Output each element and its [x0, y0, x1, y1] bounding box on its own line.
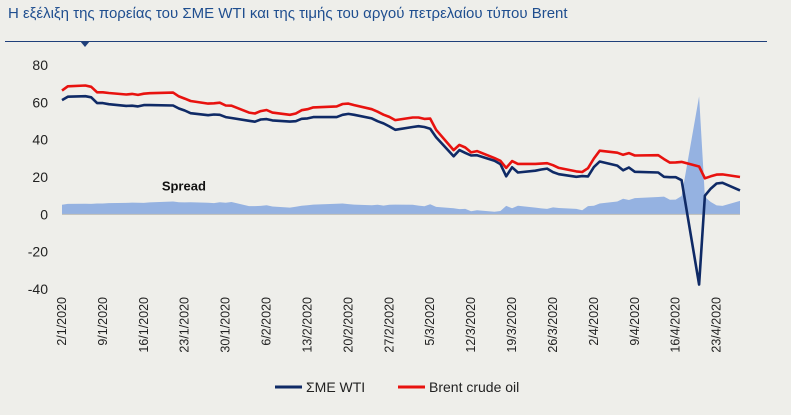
- x-tick-label: 12/3/2020: [464, 297, 478, 353]
- legend-label: Brent crude oil: [429, 379, 519, 395]
- legend-label: ΣΜΕ WTI: [306, 379, 365, 395]
- title-divider-notch: [80, 41, 90, 47]
- x-tick-label: 9/1/2020: [96, 297, 110, 346]
- x-tick-label: 2/1/2020: [55, 297, 69, 346]
- x-tick-label: 30/1/2020: [219, 297, 233, 353]
- x-tick-label: 19/3/2020: [505, 297, 519, 353]
- x-tick-label: 26/3/2020: [546, 297, 560, 353]
- spread-series: [62, 96, 740, 215]
- y-tick-label: 20: [32, 169, 48, 185]
- x-tick-label: 23/1/2020: [178, 297, 192, 353]
- x-tick-label: 20/2/2020: [341, 297, 355, 353]
- spread-annotation: Spread: [162, 178, 206, 193]
- brent-line: [61, 84, 741, 180]
- spread-area: [62, 96, 740, 215]
- wti-line: [61, 94, 741, 286]
- x-tick-label: 13/2/2020: [301, 297, 315, 353]
- x-axis-ticks: 2/1/2020 9/1/2020 16/1/2020 23/1/2020 30/1/2…: [55, 297, 724, 353]
- y-tick-label: 0: [40, 206, 48, 222]
- x-tick-label: 2/4/2020: [587, 297, 601, 346]
- chart-annotations: Spread: [162, 178, 206, 193]
- y-tick-label: -40: [28, 281, 48, 297]
- x-tick-label: 6/2/2020: [260, 297, 274, 346]
- chart-title: Η εξέλιξη της πορείας του ΣΜΕ WTI και τη…: [8, 5, 568, 22]
- title-divider: [5, 41, 767, 42]
- x-tick-label: 27/2/2020: [382, 297, 396, 353]
- series-lines: [61, 84, 741, 286]
- y-tick-label: 60: [32, 94, 48, 110]
- x-tick-label: 23/4/2020: [710, 297, 724, 353]
- chart-legend: ΣΜΕ WTI Brent crude oil: [275, 379, 519, 395]
- y-tick-label: 80: [32, 57, 48, 73]
- y-axis-ticks: 80 60 40 20 0 -20 -40: [28, 57, 48, 297]
- y-tick-label: -20: [28, 244, 48, 260]
- x-tick-label: 9/4/2020: [628, 297, 642, 346]
- x-tick-label: 16/1/2020: [137, 297, 151, 353]
- y-tick-label: 40: [32, 132, 48, 148]
- x-tick-label: 16/4/2020: [669, 297, 683, 353]
- x-tick-label: 5/3/2020: [423, 297, 437, 346]
